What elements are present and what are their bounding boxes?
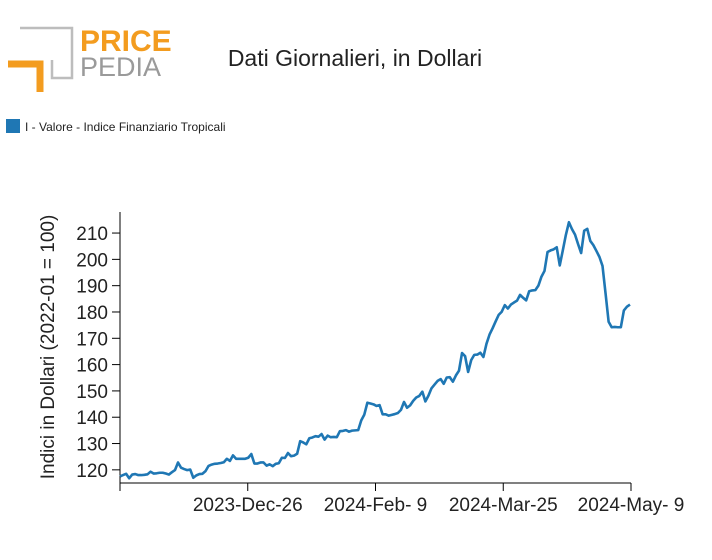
- y-tick-label: 120: [76, 461, 108, 482]
- y-axis-label: Indici in Dollari (2022-01 = 100): [38, 215, 59, 480]
- logo-text-price: PRICE: [80, 25, 172, 58]
- x-ticks: 2023-Dec-26 2024-Feb- 9 2024-Mar-25 2024-Ma…: [119, 483, 685, 516]
- logo-text-pedia: PEDIA: [80, 52, 161, 82]
- x-tick-label: 2023-Dec-26: [193, 495, 303, 516]
- y-tick-label: 190: [76, 277, 108, 298]
- y-ticks: 120 130 140 150 160 170 180 190 200 210: [76, 224, 120, 482]
- legend-label: I - Valore - Indice Finanziario Tropical…: [25, 120, 226, 134]
- logo-gray-bracket: [20, 26, 74, 80]
- x-tick-label: 2024-May- 9: [578, 495, 685, 516]
- legend-swatch: [6, 119, 20, 133]
- legend: I - Valore - Indice Finanziario Tropical…: [6, 119, 226, 134]
- y-tick-label: 180: [76, 303, 108, 324]
- logo-orange-bracket: [8, 60, 44, 92]
- x-tick-label: 2024-Feb- 9: [324, 495, 428, 516]
- y-tick-label: 200: [76, 250, 108, 271]
- chart-title: Dati Giornalieri, in Dollari: [228, 45, 482, 71]
- y-tick-label: 210: [76, 224, 108, 245]
- y-tick-label: 140: [76, 408, 108, 429]
- pricepedia-logo: PRICE PEDIA: [8, 25, 172, 92]
- series-line: [119, 220, 631, 480]
- y-tick-label: 150: [76, 382, 108, 403]
- y-tick-label: 160: [76, 356, 108, 377]
- y-tick-label: 170: [76, 329, 108, 350]
- y-tick-label: 130: [76, 435, 108, 456]
- x-tick-label: 2024-Mar-25: [449, 495, 558, 516]
